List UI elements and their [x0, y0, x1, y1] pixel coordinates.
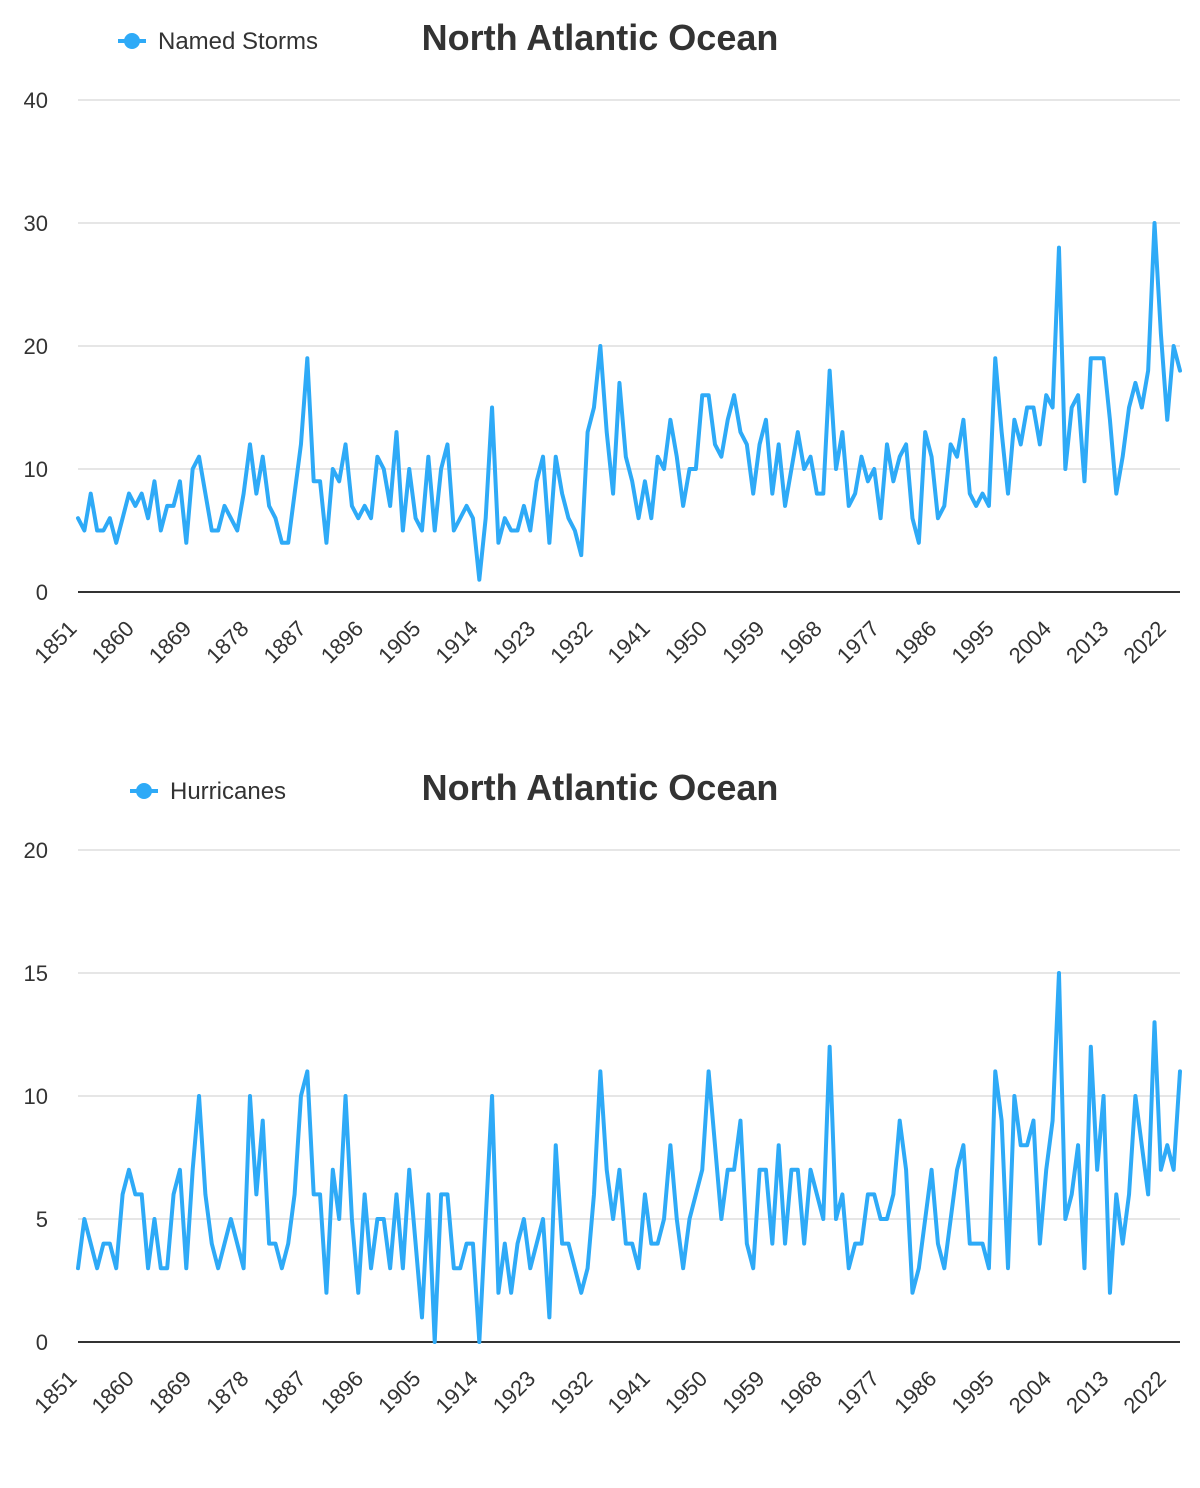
x-tick-label: 2022	[1119, 1366, 1171, 1418]
x-tick-label: 1905	[373, 616, 425, 668]
x-tick-label: 2004	[1004, 616, 1056, 668]
x-tick-label: 1950	[660, 1366, 712, 1418]
chart-title: North Atlantic Ocean	[422, 17, 779, 58]
named-storms-series-line	[76, 221, 1182, 582]
legend: Hurricanes	[130, 778, 286, 805]
x-tick-label: 2013	[1061, 616, 1113, 668]
y-tick-label: 30	[24, 211, 48, 236]
named-storms-chart: 0 10 20 30 40 1851 1860 1869 1878 1887 1896 1905 19…	[0, 0, 1200, 738]
y-tick-label: 5	[36, 1207, 48, 1232]
x-tick-label: 1995	[947, 616, 999, 668]
y-tick-label: 0	[36, 1330, 48, 1355]
x-tick-label: 1977	[832, 1366, 884, 1418]
hurricanes-svg: 0 5 10 15 20 1851 1860 1869 1878 1887 1896 1905 191…	[24, 767, 1182, 1418]
x-tick-label: 1851	[29, 1366, 81, 1418]
x-tick-label: 2004	[1004, 1366, 1056, 1418]
y-tick-label: 20	[24, 838, 48, 863]
x-tick-label: 1923	[488, 1366, 540, 1418]
x-tick-label: 1896	[316, 616, 368, 668]
legend-label: Named Storms	[158, 28, 318, 55]
hurricanes-series-line	[76, 971, 1182, 1344]
legend: Named Storms	[118, 28, 318, 55]
x-tick-label: 1896	[316, 1366, 368, 1418]
x-tick-label: 1986	[889, 616, 941, 668]
x-tick-label: 1905	[373, 1366, 425, 1418]
x-tick-label: 1941	[603, 1366, 655, 1418]
x-tick-label: 1860	[87, 1366, 139, 1418]
legend-dot-marker	[136, 783, 152, 799]
legend-dot-marker	[124, 33, 140, 49]
chart-title: North Atlantic Ocean	[422, 767, 779, 808]
x-tick-label: 1968	[775, 616, 827, 668]
y-tick-label: 10	[24, 457, 48, 482]
x-tick-label: 1887	[259, 1366, 311, 1418]
x-tick-label: 1995	[947, 1366, 999, 1418]
x-tick-label: 1950	[660, 616, 712, 668]
x-tick-label: 1932	[545, 616, 597, 668]
y-tick-label: 10	[24, 1084, 48, 1109]
y-tick-label: 15	[24, 961, 48, 986]
hurricanes-chart: 0 5 10 15 20 1851 1860 1869 1878 1887 1896 1905 191…	[0, 750, 1200, 1488]
x-tick-label: 1851	[29, 616, 81, 668]
x-tick-label: 1869	[144, 1366, 196, 1418]
x-tick-label: 1878	[201, 616, 253, 668]
x-tick-label: 1914	[431, 1366, 483, 1418]
x-tick-label: 1977	[832, 616, 884, 668]
x-tick-label: 1878	[201, 1366, 253, 1418]
x-tick-label: 1923	[488, 616, 540, 668]
x-tick-label: 1968	[775, 1366, 827, 1418]
y-tick-label: 0	[36, 580, 48, 605]
x-tick-label: 1860	[87, 616, 139, 668]
x-tick-label: 2013	[1061, 1366, 1113, 1418]
x-tick-label: 1914	[431, 616, 483, 668]
x-tick-label: 1887	[259, 616, 311, 668]
x-tick-label: 1869	[144, 616, 196, 668]
x-tick-label: 1959	[717, 1366, 769, 1418]
x-tick-label: 1941	[603, 616, 655, 668]
x-tick-label: 2022	[1119, 616, 1171, 668]
legend-label: Hurricanes	[170, 778, 286, 805]
x-tick-label: 1986	[889, 1366, 941, 1418]
x-tick-label: 1959	[717, 616, 769, 668]
x-tick-label: 1932	[545, 1366, 597, 1418]
y-tick-label: 40	[24, 88, 48, 113]
y-tick-label: 20	[24, 334, 48, 359]
